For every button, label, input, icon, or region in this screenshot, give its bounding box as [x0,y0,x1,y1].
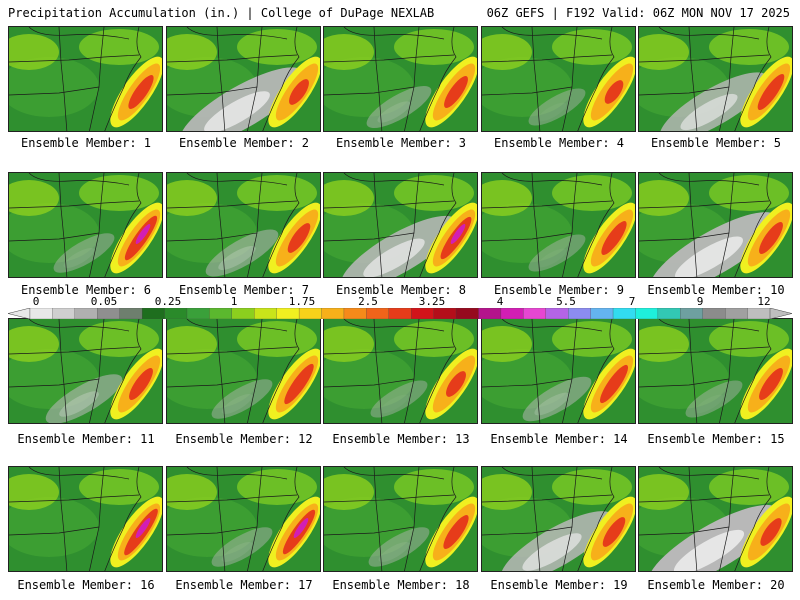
colorbar-tick-label: 1.75 [288,295,316,308]
model-valid-time: 06Z GEFS | F192 Valid: 06Z MON NOV 17 20… [486,6,790,20]
ensemble-member-map [323,172,478,278]
colorbar-swatch [276,308,300,319]
ensemble-member-map [166,466,321,572]
ensemble-member-map [638,26,793,132]
ensemble-member-label: Ensemble Member: 8 [335,283,467,297]
ensemble-member-map [481,466,636,572]
colorbar-swatch [523,308,547,319]
colorbar-tick-label: 0 [32,295,40,308]
colorbar-tick-label: 0.05 [90,295,118,308]
ensemble-member-map [323,318,478,424]
colorbar-tick-label: 1 [230,295,238,308]
colorbar-swatch [657,308,681,319]
ensemble-member-label: Ensemble Member: 16 [17,578,155,592]
page-title: Precipitation Accumulation (in.) | Colle… [8,6,435,20]
ensemble-member-map [481,172,636,278]
colorbar-swatch [209,308,233,319]
colorbar-swatch [119,308,143,319]
ensemble-member-label: Ensemble Member: 10 [647,283,785,297]
colorbar-tick-label: 0.25 [154,295,182,308]
colorbar-swatch [388,308,412,319]
colorbar-swatch [343,308,368,319]
ensemble-member-map [8,172,163,278]
ensemble-member-map [481,26,636,132]
colorbar-swatch [298,308,323,319]
colorbar-tick-label: 2.5 [358,295,378,308]
colorbar-swatch [680,308,704,319]
colorbar-swatch [231,308,255,319]
colorbar-tick-label: 4 [496,295,504,308]
ensemble-member-map [323,26,478,132]
ensemble-member-label: Ensemble Member: 4 [493,136,625,150]
ensemble-member-map [8,318,163,424]
ensemble-member-label: Ensemble Member: 3 [335,136,467,150]
colorbar-tick-label: 12 [757,295,771,308]
ensemble-member-label: Ensemble Member: 9 [493,283,625,297]
colorbar-swatch [29,308,54,319]
ensemble-member-map [8,26,163,132]
colorbar-swatch [725,308,749,319]
ensemble-member-map [8,466,163,572]
colorbar-swatch [52,308,76,319]
colorbar-swatch [74,308,98,319]
colorbar-swatch [747,308,771,319]
ensemble-member-map [166,172,321,278]
colorbar-tick-label: 3.25 [418,295,446,308]
colorbar-max-arrow [769,308,792,319]
ensemble-member-label: Ensemble Member: 14 [490,432,628,446]
colorbar-swatch [545,308,569,319]
ensemble-member-map [166,26,321,132]
ensemble-member-label: Ensemble Member: 12 [175,432,313,446]
colorbar-swatch [433,308,457,319]
colorbar-swatch [164,308,188,319]
colorbar-swatch [500,308,524,319]
ensemble-member-label: Ensemble Member: 6 [20,283,152,297]
ensemble-member-map [166,318,321,424]
colorbar-tick-label: 5.5 [556,295,576,308]
colorbar-swatch [612,308,637,319]
colorbar-swatch [478,308,502,319]
colorbar-tick-label: 7 [628,295,636,308]
ensemble-member-label: Ensemble Member: 18 [332,578,470,592]
ensemble-member-map [638,318,793,424]
ensemble-member-label: Ensemble Member: 7 [178,283,310,297]
ensemble-member-label: Ensemble Member: 15 [647,432,785,446]
ensemble-member-label: Ensemble Member: 13 [332,432,470,446]
colorbar-swatch [411,308,435,319]
colorbar-swatch [590,308,614,319]
colorbar-swatch [254,308,278,319]
ensemble-member-label: Ensemble Member: 1 [20,136,152,150]
ensemble-member-map [323,466,478,572]
colorbar-swatch [702,308,726,319]
ensemble-member-map [481,318,636,424]
ensemble-member-label: Ensemble Member: 19 [490,578,628,592]
ensemble-member-label: Ensemble Member: 17 [175,578,313,592]
ensemble-member-label: Ensemble Member: 11 [17,432,155,446]
colorbar-swatch [568,308,592,319]
colorbar-swatch [321,308,345,319]
ensemble-member-map [638,172,793,278]
colorbar-swatch [97,308,121,319]
colorbar-tick-label: 9 [696,295,704,308]
ensemble-member-label: Ensemble Member: 2 [178,136,310,150]
ensemble-member-label: Ensemble Member: 5 [650,136,782,150]
colorbar-swatch [141,308,166,319]
ensemble-member-label: Ensemble Member: 20 [647,578,785,592]
colorbar-swatch [186,308,211,319]
colorbar-swatch [455,308,480,319]
colorbar-swatch [635,308,659,319]
ensemble-member-map [638,466,793,572]
colorbar-swatch [366,308,390,319]
colorbar [8,308,792,319]
colorbar-min-arrow [8,308,31,319]
